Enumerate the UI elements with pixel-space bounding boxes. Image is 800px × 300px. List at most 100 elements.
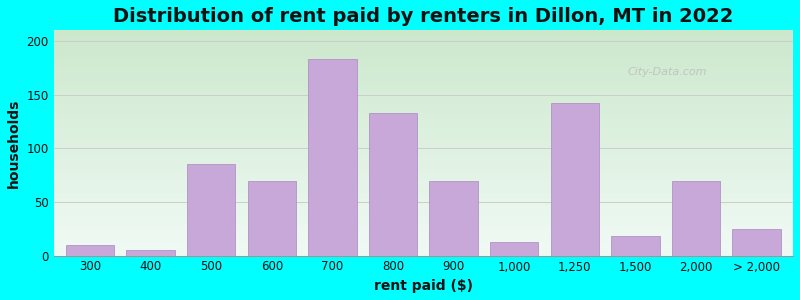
Bar bbox=[54, 163, 793, 164]
Bar bbox=[54, 154, 793, 155]
Bar bbox=[54, 135, 793, 136]
Bar bbox=[54, 233, 793, 234]
Bar bbox=[54, 58, 793, 60]
Bar bbox=[54, 102, 793, 104]
Bar bbox=[54, 55, 793, 56]
Bar bbox=[54, 191, 793, 193]
Bar bbox=[54, 143, 793, 144]
Bar bbox=[54, 137, 793, 139]
Bar bbox=[54, 126, 793, 127]
Bar bbox=[54, 69, 793, 70]
Bar bbox=[54, 169, 793, 170]
Bar bbox=[54, 127, 793, 128]
Bar bbox=[54, 35, 793, 36]
Bar bbox=[54, 45, 793, 46]
Bar bbox=[54, 167, 793, 168]
Bar bbox=[54, 132, 793, 133]
Bar bbox=[54, 187, 793, 188]
Bar bbox=[54, 43, 793, 44]
Bar bbox=[54, 71, 793, 72]
Bar bbox=[54, 116, 793, 117]
Bar bbox=[54, 57, 793, 59]
Bar bbox=[54, 63, 793, 64]
Bar bbox=[126, 250, 175, 256]
Bar bbox=[308, 59, 357, 256]
Bar bbox=[54, 208, 793, 209]
Bar bbox=[54, 212, 793, 213]
Bar bbox=[54, 133, 793, 134]
Bar bbox=[54, 128, 793, 129]
Bar bbox=[54, 247, 793, 248]
Bar bbox=[54, 120, 793, 122]
Bar bbox=[54, 111, 793, 112]
Bar bbox=[54, 176, 793, 177]
Bar bbox=[54, 200, 793, 202]
Bar bbox=[54, 144, 793, 145]
Bar bbox=[54, 197, 793, 198]
Bar bbox=[54, 249, 793, 250]
Bar bbox=[54, 146, 793, 148]
Bar bbox=[54, 239, 793, 240]
Bar bbox=[54, 62, 793, 63]
Bar bbox=[54, 106, 793, 107]
Bar bbox=[54, 218, 793, 220]
Bar bbox=[54, 60, 793, 61]
Bar bbox=[54, 242, 793, 243]
Bar bbox=[54, 83, 793, 84]
Bar bbox=[54, 204, 793, 205]
Bar bbox=[54, 87, 793, 88]
Bar bbox=[54, 80, 793, 81]
Bar bbox=[430, 181, 478, 256]
Bar bbox=[54, 215, 793, 216]
Bar bbox=[54, 160, 793, 161]
Bar bbox=[54, 94, 793, 96]
Bar bbox=[54, 251, 793, 252]
Bar bbox=[54, 130, 793, 132]
Bar bbox=[611, 236, 660, 256]
Bar bbox=[54, 125, 793, 126]
Bar bbox=[54, 211, 793, 212]
Bar bbox=[54, 79, 793, 80]
Bar bbox=[54, 195, 793, 196]
Bar bbox=[54, 41, 793, 43]
Bar bbox=[54, 68, 793, 69]
Bar bbox=[54, 118, 793, 119]
Bar bbox=[54, 236, 793, 238]
Bar bbox=[54, 185, 793, 186]
Bar bbox=[54, 207, 793, 208]
Bar bbox=[54, 234, 793, 236]
Bar bbox=[54, 202, 793, 203]
Bar bbox=[54, 175, 793, 176]
Bar bbox=[54, 47, 793, 48]
Bar bbox=[54, 89, 793, 90]
Bar bbox=[54, 46, 793, 47]
Bar bbox=[54, 140, 793, 141]
Bar bbox=[54, 76, 793, 78]
Bar bbox=[672, 181, 720, 256]
Bar bbox=[54, 39, 793, 41]
Bar bbox=[54, 119, 793, 120]
Bar bbox=[54, 214, 793, 215]
Bar bbox=[54, 99, 793, 100]
Bar bbox=[54, 92, 793, 93]
Bar bbox=[54, 122, 793, 123]
Bar bbox=[54, 129, 793, 130]
Bar bbox=[54, 189, 793, 190]
Bar bbox=[54, 254, 793, 256]
Bar bbox=[54, 240, 793, 241]
Bar bbox=[54, 74, 793, 75]
Bar bbox=[54, 65, 793, 66]
Bar bbox=[54, 114, 793, 115]
Bar bbox=[54, 150, 793, 151]
Bar bbox=[54, 250, 793, 251]
Bar bbox=[54, 223, 793, 224]
Bar bbox=[54, 64, 793, 65]
Bar bbox=[54, 115, 793, 116]
Bar bbox=[490, 242, 538, 256]
Bar bbox=[54, 110, 793, 111]
Bar bbox=[54, 101, 793, 102]
Bar bbox=[247, 181, 296, 256]
Bar bbox=[54, 196, 793, 197]
Bar bbox=[54, 91, 793, 92]
Bar bbox=[54, 85, 793, 87]
